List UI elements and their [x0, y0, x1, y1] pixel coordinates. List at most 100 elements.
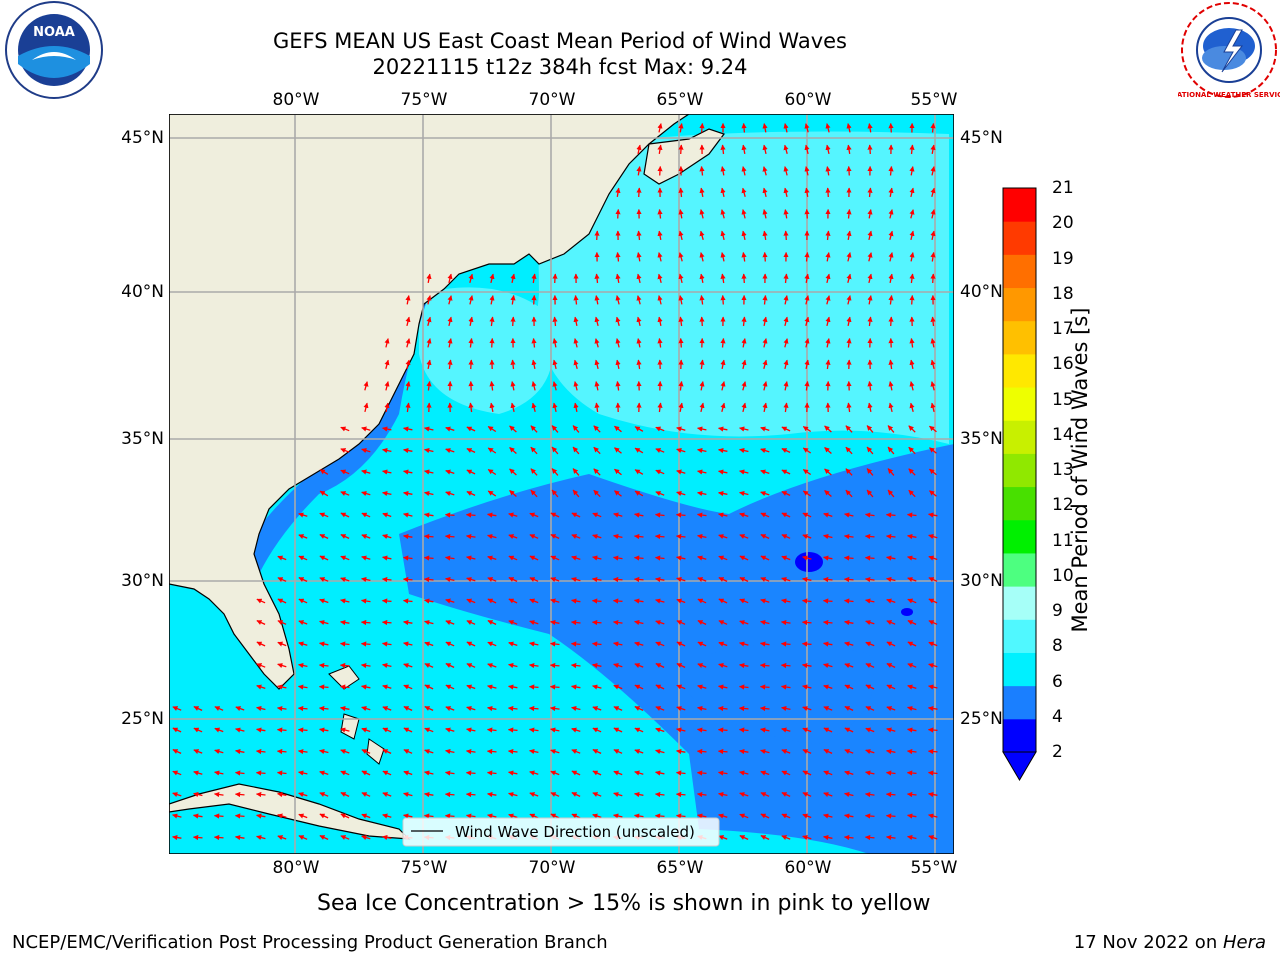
- wind-wave-arrow: [739, 792, 749, 798]
- wind-wave-arrow: [426, 273, 432, 284]
- nws-logo-text: NATIONAL WEATHER SERVICE: [1178, 91, 1280, 99]
- wind-wave-arrow: [887, 468, 895, 476]
- wind-wave-arrow: [657, 402, 663, 413]
- wind-wave-arrow: [634, 620, 644, 626]
- wind-wave-arrow: [530, 468, 538, 476]
- wind-wave-arrow: [361, 835, 371, 841]
- wind-wave-arrow: [888, 381, 894, 391]
- wind-wave-arrow: [928, 577, 938, 582]
- colorbar-cell: [1003, 652, 1036, 687]
- wind-wave-arrow: [339, 684, 350, 690]
- wind-wave-arrow: [424, 469, 434, 475]
- wind-wave-arrow: [844, 619, 854, 626]
- wind-wave-arrow: [738, 684, 749, 690]
- wind-wave-arrow: [403, 512, 413, 518]
- wind-wave-arrow: [762, 381, 768, 391]
- noaa-logo-text: NOAA: [33, 25, 75, 40]
- wind-wave-arrow: [340, 770, 350, 776]
- wind-wave-arrow: [657, 144, 663, 155]
- wind-wave-arrow: [696, 727, 707, 733]
- colorbar-cell: [1003, 387, 1036, 421]
- wind-wave-arrow: [466, 491, 476, 496]
- wind-wave-arrow: [762, 338, 768, 348]
- wind-wave-arrow: [634, 490, 644, 497]
- wind-wave-arrow: [256, 727, 266, 733]
- wind-wave-arrow: [592, 555, 602, 561]
- wind-wave-arrow: [697, 533, 707, 540]
- wind-wave-arrow: [888, 273, 894, 284]
- wind-wave-arrow: [739, 534, 749, 539]
- wind-wave-arrow: [741, 144, 747, 155]
- wind-wave-arrow: [508, 684, 518, 690]
- wind-wave-arrow: [804, 251, 810, 262]
- wind-wave-arrow: [529, 770, 539, 776]
- wind-wave-arrow: [909, 230, 915, 241]
- wind-wave-arrow: [552, 316, 558, 327]
- land-bahamas: [340, 713, 360, 740]
- wind-wave-arrow: [487, 641, 497, 647]
- wind-wave-arrow: [675, 770, 686, 776]
- wind-wave-arrow: [531, 294, 537, 305]
- wind-wave-arrow: [760, 620, 770, 626]
- wind-wave-arrow: [655, 684, 665, 690]
- wind-wave-arrow: [297, 748, 308, 755]
- wind-wave-arrow: [780, 619, 791, 626]
- wind-wave-arrow: [867, 402, 873, 413]
- wind-wave-arrow: [340, 619, 350, 626]
- wind-wave-arrow: [384, 338, 390, 348]
- wind-wave-arrow: [928, 598, 938, 604]
- wind-wave-arrow: [489, 295, 495, 305]
- colorbar-extend-arrow: [1002, 751, 1037, 781]
- wind-wave-arrow: [718, 813, 728, 819]
- wind-wave-arrow: [843, 533, 854, 540]
- wind-wave-arrow: [720, 402, 726, 412]
- date-text: 17 Nov 2022 on Hera: [1074, 932, 1266, 953]
- wind-wave-arrow: [823, 792, 833, 797]
- wind-wave-arrow: [825, 316, 831, 327]
- wind-wave-arrow: [930, 316, 936, 327]
- wind-wave-arrow: [445, 598, 455, 604]
- wind-wave-arrow: [424, 727, 434, 733]
- wind-wave-arrow: [655, 598, 665, 604]
- wind-wave-arrow: [444, 813, 455, 819]
- wind-wave-arrow: [741, 273, 747, 284]
- wind-wave-arrow: [382, 727, 392, 733]
- wind-wave-arrow: [614, 447, 622, 454]
- wind-wave-arrow: [361, 727, 371, 733]
- wind-wave-arrow: [741, 166, 747, 176]
- wind-wave-arrow: [489, 402, 495, 413]
- wind-wave-arrow: [487, 555, 497, 561]
- wind-wave-arrow: [885, 512, 896, 518]
- wind-wave-arrow: [550, 727, 560, 733]
- wind-wave-arrow: [885, 791, 896, 798]
- wind-wave-arrow: [487, 577, 497, 582]
- wind-wave-arrow: [929, 447, 937, 454]
- wind-wave-arrow: [571, 512, 581, 518]
- wind-wave-arrow: [781, 491, 791, 496]
- wind-wave-arrow: [466, 663, 476, 668]
- wind-wave-arrow: [319, 749, 329, 755]
- wind-wave-arrow: [720, 230, 726, 241]
- wind-wave-arrow: [802, 468, 812, 476]
- wind-wave-arrow: [319, 770, 329, 776]
- wind-wave-arrow: [655, 706, 665, 711]
- wind-wave-arrow: [277, 684, 287, 690]
- wind-wave-arrow: [529, 598, 539, 604]
- lat-label-right: 45°N: [960, 128, 1003, 148]
- wind-wave-arrow: [676, 577, 686, 583]
- wind-wave-arrow: [633, 555, 644, 561]
- wind-wave-arrow: [465, 813, 476, 819]
- wind-wave-arrow: [678, 144, 684, 155]
- wind-wave-arrow: [655, 426, 665, 432]
- lon-label-top: 65°W: [656, 90, 704, 110]
- wind-wave-arrow: [824, 425, 832, 433]
- wind-wave-arrow: [382, 447, 392, 454]
- wind-wave-arrow: [213, 834, 224, 841]
- lon-label-bottom: 65°W: [656, 858, 704, 878]
- wind-wave-arrow: [909, 402, 915, 412]
- wind-wave-arrow: [697, 813, 707, 819]
- wind-wave-arrow: [424, 749, 434, 755]
- wind-wave-arrow: [363, 381, 369, 391]
- wind-wave-arrow: [654, 555, 665, 561]
- wind-wave-arrow: [802, 749, 812, 754]
